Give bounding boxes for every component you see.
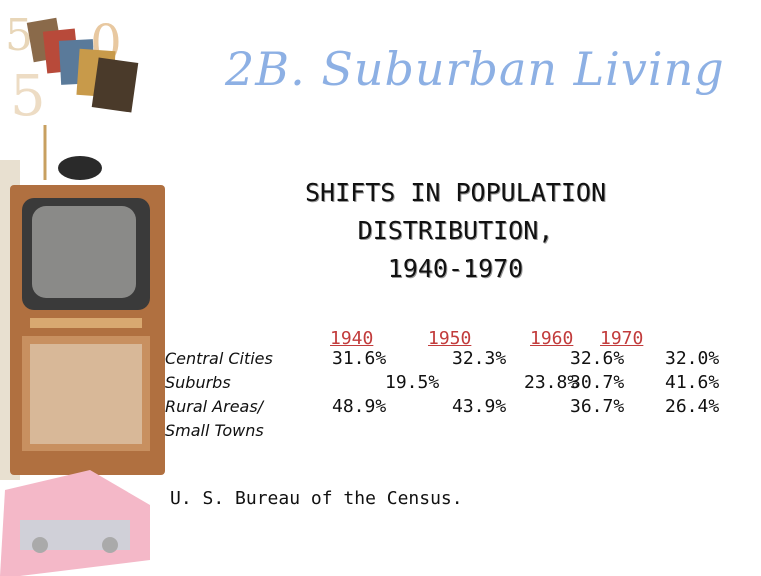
cell: 41.6% bbox=[665, 372, 720, 393]
pink-car bbox=[0, 470, 150, 576]
row-label: Suburbs bbox=[165, 373, 231, 392]
year-header: 1970 bbox=[600, 328, 644, 349]
row-label: Central Cities bbox=[165, 349, 273, 368]
cell: 32.6% bbox=[570, 348, 625, 369]
cell: 26.4% bbox=[665, 396, 720, 417]
cell: 30.7% bbox=[570, 372, 625, 393]
cell: 32.0% bbox=[665, 348, 720, 369]
subtitle-line: SHIFTS IN POPULATION bbox=[304, 178, 607, 207]
cell: 43.9% bbox=[452, 396, 507, 417]
cell: 32.3% bbox=[452, 348, 507, 369]
year-header: 1940 bbox=[330, 328, 374, 349]
year-header: 1950 bbox=[428, 328, 472, 349]
cell: 36.7% bbox=[570, 396, 625, 417]
logo-5b: 5 bbox=[10, 64, 46, 129]
row-label: Small Towns bbox=[165, 421, 264, 440]
slide-title: 2B. Suburban Living bbox=[225, 42, 725, 96]
logo-5: 5 bbox=[5, 10, 33, 61]
subtitle-line: DISTRIBUTION, bbox=[357, 216, 554, 245]
cell: 19.5% bbox=[385, 372, 440, 393]
source-note: U. S. Bureau of the Census. bbox=[170, 488, 463, 509]
cell: 31.6% bbox=[332, 348, 387, 369]
magazines bbox=[26, 17, 139, 113]
tv-cabinet bbox=[0, 125, 165, 480]
cell: 48.9% bbox=[332, 396, 387, 417]
cell: 23.8% bbox=[524, 372, 579, 393]
subtitle-line: 1940-1970 bbox=[387, 254, 524, 283]
year-header: 1960 bbox=[530, 328, 574, 349]
row-label: Rural Areas/ bbox=[165, 397, 264, 416]
